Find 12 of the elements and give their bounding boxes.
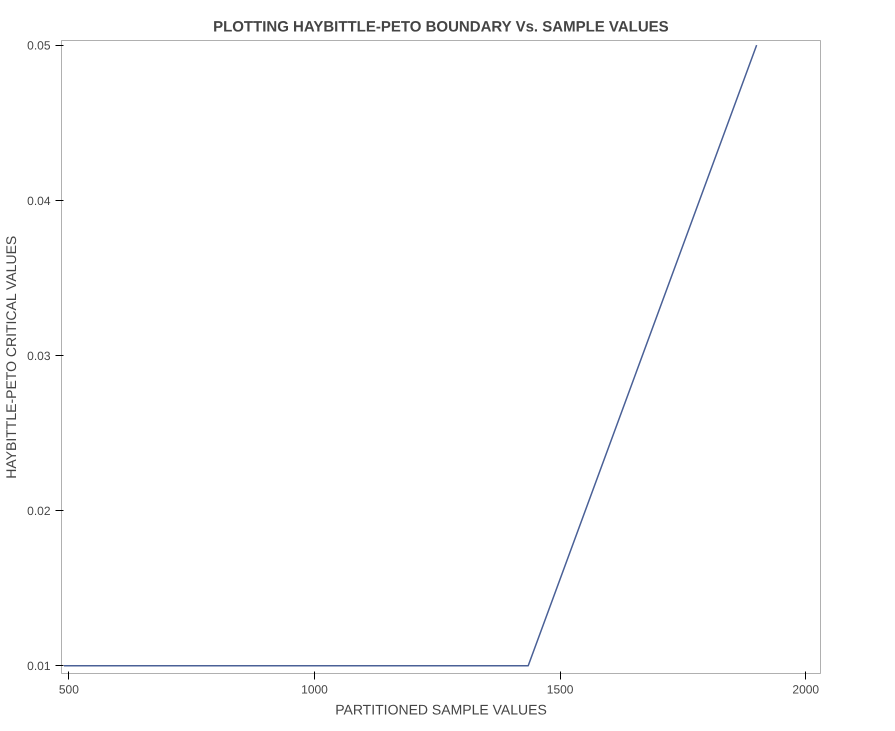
y-axis-title: HAYBITTLE-PETO CRITICAL VALUES <box>3 236 20 479</box>
x-axis-title: PARTITIONED SAMPLE VALUES <box>335 702 547 718</box>
y-tick-label: 0.04 <box>27 194 51 208</box>
y-tick-label: 0.01 <box>27 659 51 674</box>
y-tick-label: 0.03 <box>27 348 51 363</box>
y-tick-label: 0.02 <box>27 504 51 518</box>
chart-title: PLOTTING HAYBITTLE-PETO BOUNDARY Vs. SAMPLE VALUES <box>213 18 669 36</box>
y-tick-label: 0.05 <box>27 38 51 53</box>
x-tick-label: 1000 <box>301 682 328 696</box>
x-tick-label: 1500 <box>546 682 574 696</box>
x-tick-label: 2000 <box>792 682 820 696</box>
x-tick-label: 500 <box>58 682 80 696</box>
